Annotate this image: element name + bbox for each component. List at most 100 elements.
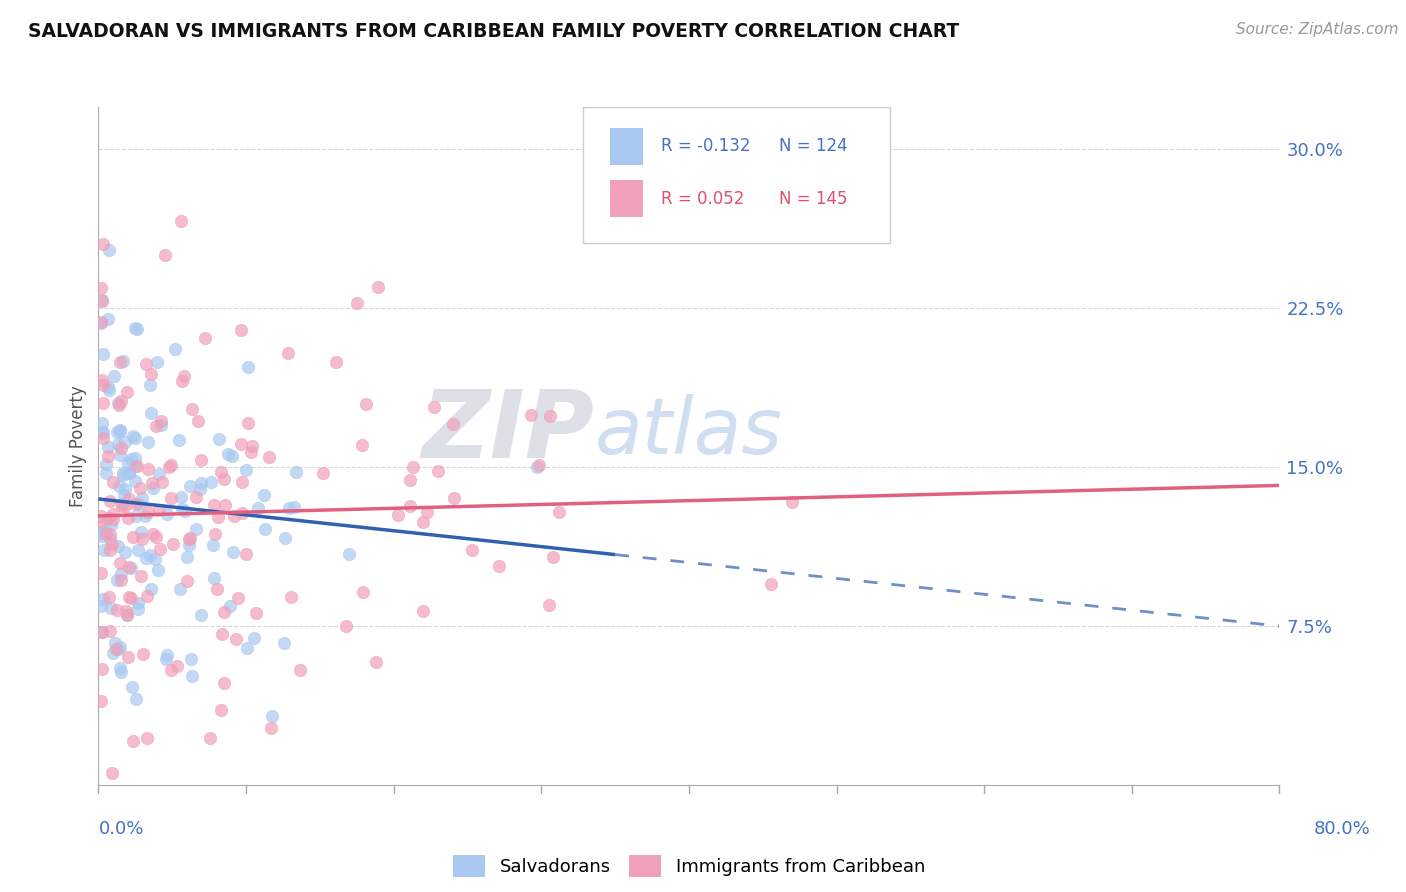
Point xyxy=(190,475,212,490)
Point xyxy=(194,331,217,345)
Point xyxy=(402,459,425,474)
Point xyxy=(170,375,193,389)
Point xyxy=(91,592,114,607)
Point xyxy=(98,624,121,639)
Point xyxy=(117,649,139,664)
Point xyxy=(103,475,125,489)
Point xyxy=(367,280,389,294)
Point xyxy=(541,549,564,564)
Point xyxy=(399,499,422,513)
Point xyxy=(118,590,141,604)
Point xyxy=(427,464,450,478)
Point xyxy=(131,647,153,661)
Point xyxy=(163,342,186,356)
Point xyxy=(214,675,236,690)
Point xyxy=(214,498,236,512)
Point xyxy=(136,434,159,449)
Point xyxy=(526,460,548,475)
Point xyxy=(226,591,249,605)
Point xyxy=(139,582,162,596)
Point xyxy=(412,515,434,529)
Point xyxy=(231,506,253,520)
Point xyxy=(90,599,112,614)
Point xyxy=(98,542,121,557)
Point xyxy=(104,642,127,657)
Point xyxy=(169,582,191,596)
Point xyxy=(91,395,114,409)
Point xyxy=(117,511,139,525)
Point xyxy=(166,659,188,673)
Point xyxy=(90,281,112,295)
Point xyxy=(111,466,134,480)
Legend: Salvadorans, Immigrants from Caribbean: Salvadorans, Immigrants from Caribbean xyxy=(446,848,932,884)
Point xyxy=(108,661,131,675)
Point xyxy=(148,502,170,516)
Point xyxy=(91,378,114,392)
Point xyxy=(162,537,184,551)
Point xyxy=(110,448,132,462)
Point xyxy=(107,539,129,553)
Point xyxy=(188,482,211,496)
Point xyxy=(148,467,170,481)
Point xyxy=(229,323,252,337)
Point xyxy=(153,248,176,262)
Point xyxy=(128,497,150,511)
Point xyxy=(91,624,114,639)
Point xyxy=(91,529,114,543)
Point xyxy=(273,636,295,650)
Point xyxy=(117,466,139,480)
Point xyxy=(285,465,308,479)
Point xyxy=(180,652,202,666)
Point xyxy=(246,501,269,516)
Point xyxy=(537,598,560,612)
Point xyxy=(134,508,156,523)
Point xyxy=(96,466,118,480)
Point xyxy=(101,512,124,526)
Point xyxy=(124,320,146,334)
Point xyxy=(127,543,149,558)
Point xyxy=(139,548,162,562)
Point xyxy=(139,378,162,392)
Point xyxy=(114,544,136,558)
Point xyxy=(98,532,121,546)
Point xyxy=(107,437,129,451)
Point xyxy=(124,451,146,466)
Point xyxy=(110,393,132,408)
Point xyxy=(97,311,120,326)
Y-axis label: Family Poverty: Family Poverty xyxy=(69,385,87,507)
Point xyxy=(112,353,135,368)
Point xyxy=(254,523,277,537)
Point xyxy=(177,532,200,546)
Point xyxy=(118,466,141,480)
Point xyxy=(260,708,283,723)
Point xyxy=(224,509,246,524)
Point xyxy=(90,293,112,307)
Point xyxy=(156,507,179,521)
Point xyxy=(354,397,377,411)
Point xyxy=(143,552,166,566)
Point xyxy=(207,509,229,524)
Point xyxy=(94,523,117,537)
Point xyxy=(131,525,153,540)
Point xyxy=(366,655,388,669)
Point xyxy=(236,641,259,656)
Point xyxy=(519,409,541,423)
Point xyxy=(90,694,112,708)
Point xyxy=(335,618,357,632)
Point xyxy=(129,482,152,496)
Point xyxy=(91,347,114,361)
Point xyxy=(111,497,134,511)
Point xyxy=(243,631,266,645)
Point xyxy=(91,293,114,308)
Point xyxy=(174,504,197,518)
Point xyxy=(136,589,159,603)
Point xyxy=(90,525,112,540)
Point xyxy=(124,431,146,445)
Point xyxy=(352,585,374,599)
Point xyxy=(91,237,114,252)
Point xyxy=(97,380,120,394)
Point xyxy=(110,424,132,438)
Point xyxy=(124,458,146,473)
Point xyxy=(219,599,242,614)
Point xyxy=(169,490,191,504)
